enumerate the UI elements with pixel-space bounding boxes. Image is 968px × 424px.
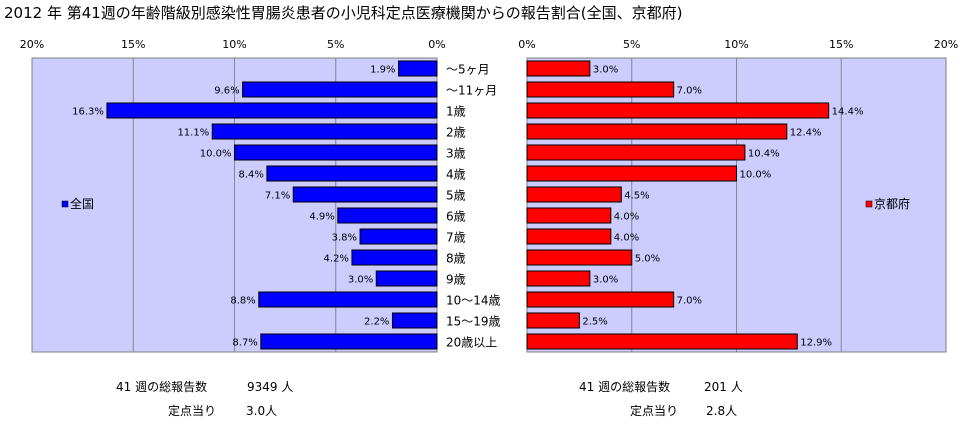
age-category-label: 3歳 (446, 147, 466, 161)
national-bar (292, 186, 438, 203)
age-category-label: 6歳 (446, 210, 466, 224)
kyoto-value-label: 10.4% (748, 149, 780, 160)
age-category-label: 9歳 (446, 273, 466, 287)
kyoto-tick-label: 20% (934, 38, 958, 51)
national-value-label: 16.3% (72, 107, 104, 118)
national-value-label: 4.9% (309, 212, 334, 223)
kyoto-value-label: 2.5% (582, 317, 607, 328)
kyoto-chart: 0% 5% 10% 15% 20% 3.0% 7.0% 14.4% 12.4% 10.4% 10.0… (518, 38, 958, 353)
national-value-label: 9.6% (214, 86, 239, 97)
age-category-label: 10～14歳 (446, 294, 501, 308)
kyoto-bar (526, 81, 675, 98)
kyoto-total-label: 41 週の総報告数 (579, 380, 671, 394)
national-bar (106, 102, 438, 119)
kyoto-value-label: 12.9% (800, 338, 832, 349)
national-total-label: 41 週の総報告数 (116, 380, 208, 394)
national-bar (359, 228, 438, 245)
national-tick-label: 5% (327, 38, 344, 51)
national-bar (351, 249, 438, 266)
kyoto-tick-label: 15% (829, 38, 853, 51)
national-bar (234, 144, 438, 161)
national-tick-label: 0% (428, 38, 445, 51)
national-value-label: 8.8% (230, 296, 255, 307)
age-category-label: 4歳 (446, 168, 466, 182)
kyoto-tick-label: 5% (623, 38, 640, 51)
kyoto-value-label: 12.4% (790, 128, 822, 139)
age-category-label: 7歳 (446, 231, 466, 245)
kyoto-per-value: 2.8人 (706, 404, 738, 418)
kyoto-value-label: 7.0% (677, 86, 702, 97)
kyoto-value-label: 5.0% (635, 254, 660, 265)
national-bar (391, 312, 438, 329)
kyoto-total-value: 201 人 (704, 380, 743, 394)
national-chart: 20% 15% 10% 5% 0% 1.9% 9.6% 16.3% 11.1% 10.0% 8.4%… (20, 38, 446, 353)
chart-title: 2012 年 第41週の年齢階級別感染性胃腸炎患者の小児科定点医療機関からの報告… (4, 4, 683, 22)
kyoto-value-label: 4.0% (614, 212, 639, 223)
kyoto-value-label: 3.0% (593, 65, 618, 76)
age-category-label: ～11ヶ月 (446, 84, 497, 98)
national-bar (266, 165, 438, 182)
national-value-label: 3.0% (348, 275, 373, 286)
kyoto-bar (526, 102, 830, 119)
kyoto-value-label: 7.0% (677, 296, 702, 307)
national-legend-swatch (61, 200, 69, 208)
kyoto-value-label: 10.0% (740, 170, 772, 181)
kyoto-value-label: 4.5% (624, 191, 649, 202)
national-per-label: 定点当り (168, 404, 217, 418)
kyoto-value-label: 3.0% (593, 275, 618, 286)
national-bar (398, 60, 438, 77)
national-legend-label: 全国 (70, 196, 94, 211)
national-bar (337, 207, 438, 224)
national-value-label: 7.1% (265, 191, 290, 202)
kyoto-legend-swatch (865, 200, 873, 208)
age-category-labels: ～5ヶ月 ～11ヶ月 1歳 2歳 3歳 4歳 5歳 6歳 7歳 8歳 9歳 10～14歳 15～19歳 2… (446, 63, 501, 350)
kyoto-bar (526, 144, 746, 161)
kyoto-bar (526, 228, 612, 245)
kyoto-bar (526, 165, 737, 182)
national-value-label: 8.4% (238, 170, 263, 181)
kyoto-value-label: 4.0% (614, 233, 639, 244)
kyoto-bar (526, 312, 580, 329)
kyoto-bar (526, 123, 788, 140)
age-category-label: 8歳 (446, 252, 466, 266)
age-category-label: 1歳 (446, 105, 466, 119)
age-category-label: 15～19歳 (446, 315, 501, 329)
national-value-label: 4.2% (324, 254, 349, 265)
kyoto-per-label: 定点当り (630, 404, 679, 418)
age-category-label: ～5ヶ月 (446, 63, 490, 77)
age-category-label: 5歳 (446, 189, 466, 203)
national-value-label: 1.9% (370, 65, 395, 76)
kyoto-bar (526, 270, 591, 287)
kyoto-bar (526, 291, 675, 308)
national-bar (375, 270, 438, 287)
age-category-label: 20歳以上 (446, 336, 497, 350)
national-value-label: 10.0% (200, 149, 232, 160)
national-total-value: 9349 人 (247, 380, 294, 394)
kyoto-bar (526, 186, 622, 203)
kyoto-bar (526, 249, 633, 266)
national-value-label: 11.1% (177, 128, 209, 139)
national-value-label: 2.2% (364, 317, 389, 328)
national-bar (258, 291, 438, 308)
national-bar (211, 123, 438, 140)
national-tick-label: 10% (222, 38, 246, 51)
national-tick-label: 20% (20, 38, 44, 51)
kyoto-value-label: 14.4% (832, 107, 864, 118)
national-tick-label: 15% (121, 38, 145, 51)
national-value-label: 8.7% (232, 338, 257, 349)
kyoto-bar (526, 333, 798, 350)
kyoto-tick-label: 10% (724, 38, 748, 51)
national-value-label: 3.8% (332, 233, 357, 244)
national-bar (260, 333, 438, 350)
kyoto-bar (526, 60, 591, 77)
kyoto-bar (526, 207, 612, 224)
age-category-label: 2歳 (446, 126, 466, 140)
kyoto-tick-label: 0% (518, 38, 535, 51)
national-per-value: 3.0人 (246, 404, 278, 418)
national-bar (242, 81, 438, 98)
kyoto-legend-label: 京都府 (874, 196, 910, 211)
